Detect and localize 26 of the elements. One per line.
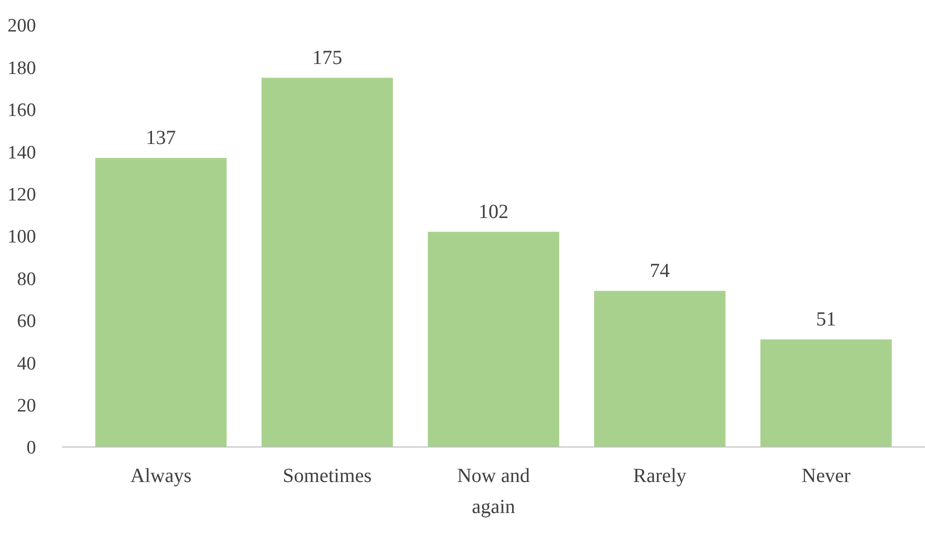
y-tick-label: 60: [17, 311, 36, 332]
data-label: 51: [816, 308, 836, 330]
y-tick-label: 40: [17, 353, 36, 374]
y-tick-label: 180: [8, 58, 36, 79]
data-label: 175: [312, 46, 342, 69]
x-tick-label: Now and again: [457, 465, 530, 518]
y-tick-label: 100: [8, 226, 36, 248]
bar: [95, 158, 227, 447]
x-tick-label: Always: [130, 465, 192, 487]
x-tick-label: Rarely: [633, 465, 686, 487]
data-label: 102: [478, 200, 508, 223]
data-label: 137: [146, 126, 176, 149]
bar: [594, 290, 726, 447]
y-tick-label: 120: [8, 184, 36, 206]
y-tick-label: 140: [8, 142, 36, 164]
bar: [760, 339, 892, 447]
y-tick-label: 160: [8, 100, 36, 122]
y-tick-label: 80: [17, 268, 36, 290]
bar: [262, 78, 393, 447]
y-tick-label: 200: [8, 16, 36, 37]
data-label: 74: [650, 260, 670, 282]
y-tick-label: 0: [26, 438, 36, 459]
x-tick-label: Never: [802, 465, 851, 487]
bar: [428, 232, 560, 447]
y-tick-label: 20: [17, 395, 36, 416]
x-tick-label: Sometimes: [282, 465, 372, 487]
